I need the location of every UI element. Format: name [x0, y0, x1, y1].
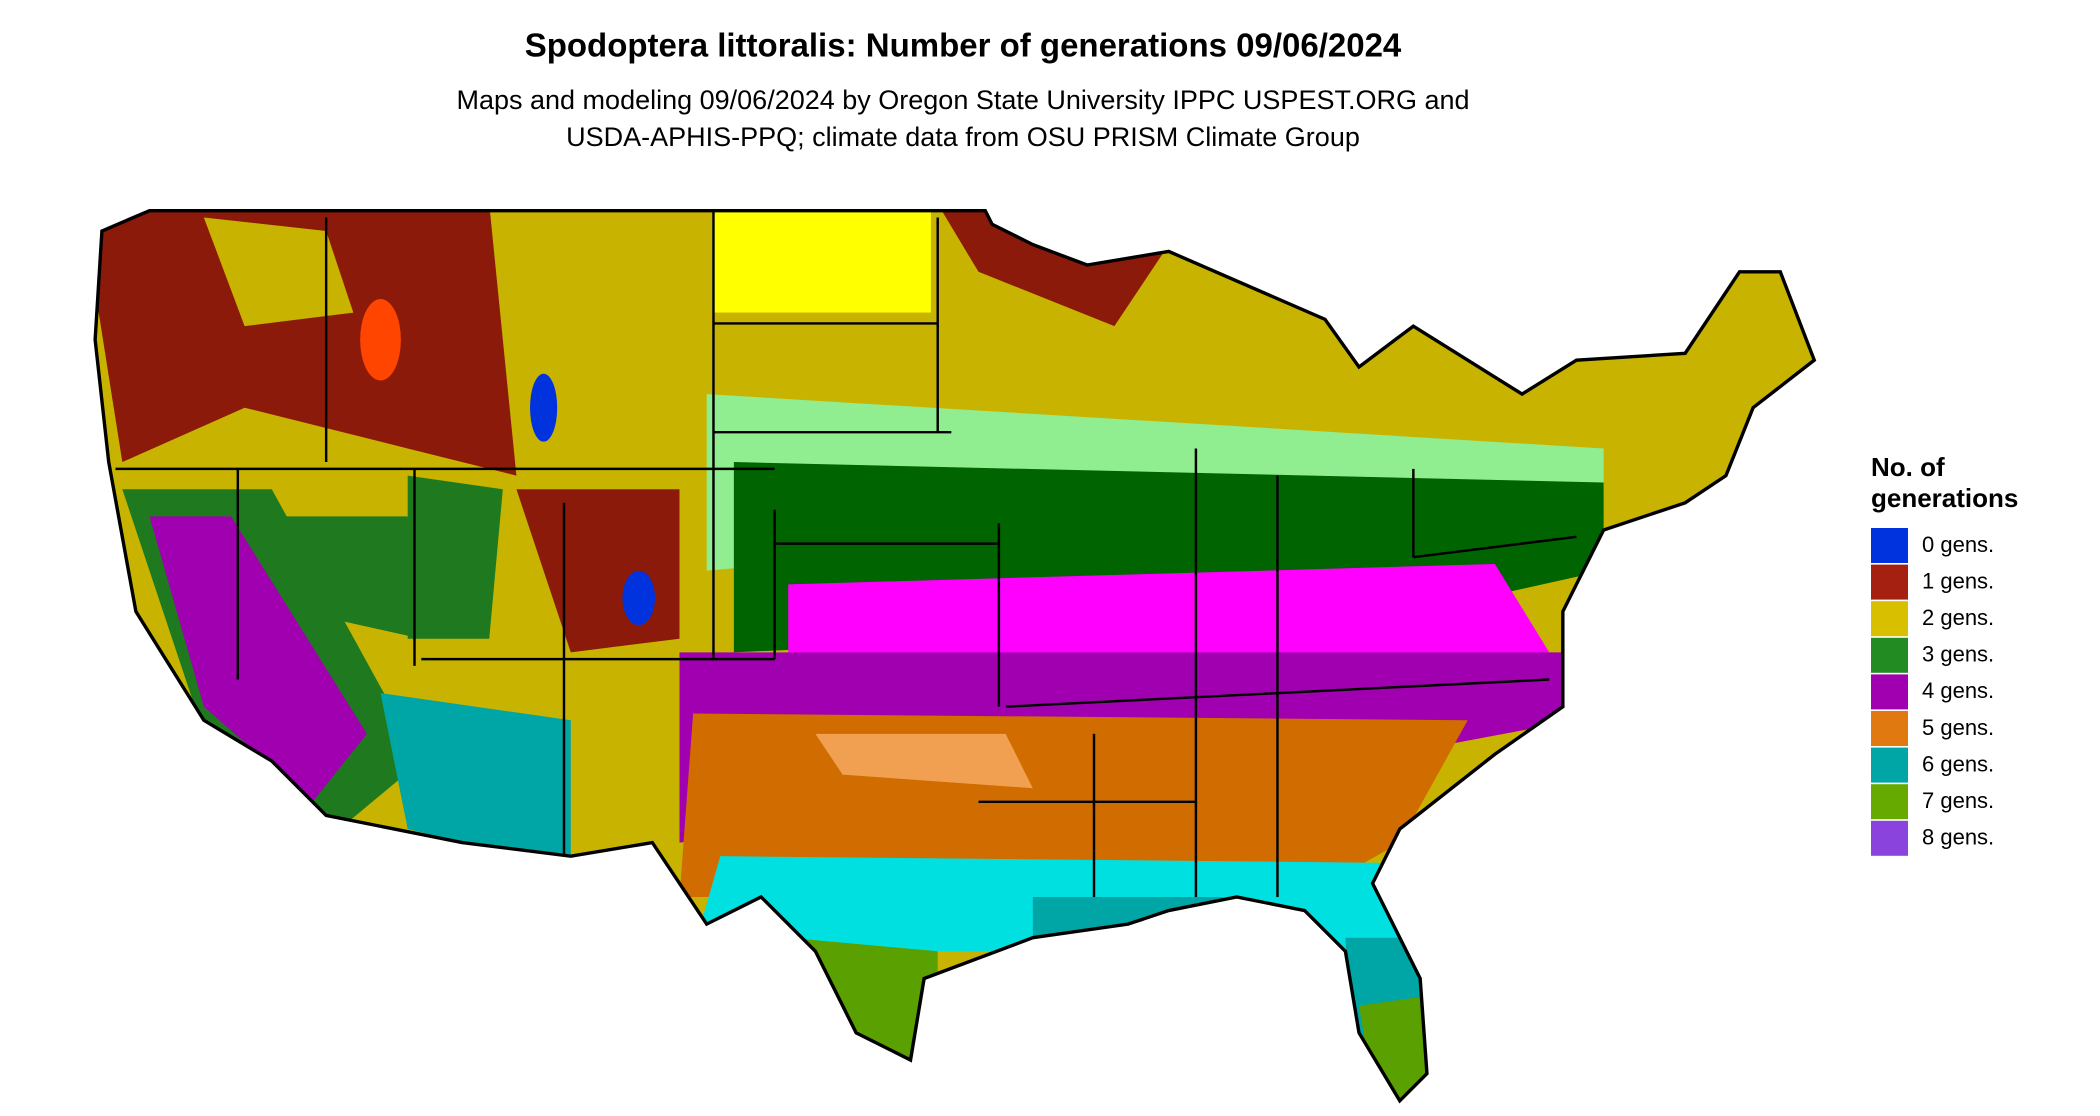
legend-title: generations [1871, 483, 2018, 513]
legend-label: 2 gens. [1922, 605, 1994, 630]
map-subtitle: Maps and modeling 09/06/2024 by Oregon S… [456, 85, 1469, 115]
legend-swatch [1871, 637, 1908, 673]
legend-label: 3 gens. [1922, 642, 1994, 667]
legend-swatch [1871, 528, 1908, 563]
legend-label: 5 gens. [1922, 715, 1994, 740]
map-subtitle: USDA-APHIS-PPQ; climate data from OSU PR… [566, 122, 1360, 152]
legend-swatch [1871, 601, 1908, 637]
legend-swatch [1871, 747, 1908, 783]
legend-swatch [1871, 820, 1908, 856]
legend-swatch [1871, 711, 1908, 746]
legend-label: 6 gens. [1922, 751, 1994, 776]
legend-label: 8 gens. [1922, 825, 1994, 850]
legend-swatch [1871, 564, 1908, 600]
legend-label: 4 gens. [1922, 678, 1994, 703]
us-map [93, 208, 1816, 1103]
legend-label: 7 gens. [1922, 788, 1994, 813]
legend-label: 0 gens. [1922, 532, 1994, 557]
legend-title: No. of [1871, 452, 1945, 482]
map-title: Spodoptera littoralis: Number of generat… [525, 27, 1402, 64]
legend-swatch [1871, 674, 1908, 710]
legend: No. of generations 0 gens. 1 gens. 2 gens.… [1871, 452, 2018, 856]
legend-swatch [1871, 784, 1908, 820]
legend-label: 1 gens. [1922, 568, 1994, 593]
